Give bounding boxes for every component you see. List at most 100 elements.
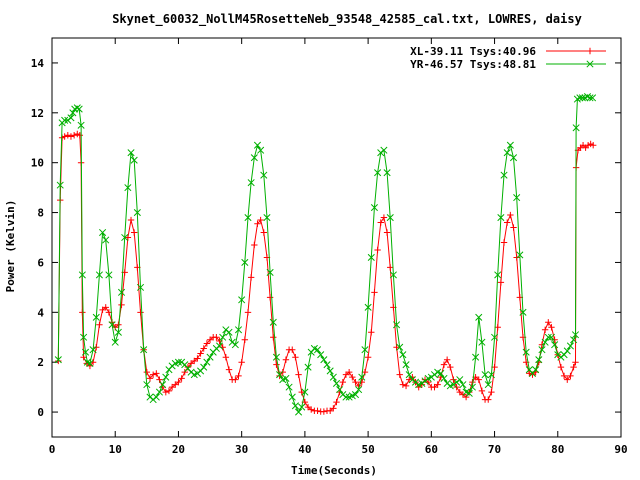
data-point-cross — [456, 376, 464, 384]
data-point-cross — [494, 271, 502, 279]
data-point-plus — [251, 241, 258, 249]
data-point-cross — [61, 116, 69, 124]
legend-marker — [586, 60, 594, 68]
data-point-cross — [351, 391, 360, 399]
data-point-cross — [396, 343, 404, 351]
data-point-cross — [571, 331, 580, 339]
data-point-plus — [572, 358, 579, 366]
data-point-plus — [64, 132, 72, 139]
data-point-plus — [273, 361, 280, 368]
data-point-plus — [358, 378, 365, 386]
data-point-plus — [244, 309, 252, 316]
data-point-cross — [152, 393, 160, 401]
data-point-cross — [329, 373, 337, 381]
data-point-cross — [380, 146, 388, 154]
data-point-plus — [149, 371, 157, 378]
data-point-cross — [266, 268, 274, 276]
data-point-cross — [342, 393, 350, 401]
data-point-cross — [67, 114, 75, 122]
data-point-cross — [206, 353, 214, 361]
data-point-plus — [225, 366, 233, 373]
data-point-cross — [570, 336, 578, 344]
data-point-cross — [393, 321, 401, 329]
data-point-cross — [215, 342, 224, 350]
data-point-cross — [522, 348, 530, 356]
data-point-plus — [80, 354, 87, 361]
data-point-plus — [393, 344, 400, 351]
data-point-cross — [219, 333, 227, 341]
data-point-cross — [244, 213, 252, 222]
data-point-cross — [253, 141, 262, 149]
x-tick-label: 0 — [49, 443, 56, 456]
data-point-plus — [254, 220, 261, 227]
data-point-plus — [61, 133, 68, 140]
data-point-cross — [127, 149, 135, 157]
data-point-plus — [330, 405, 337, 412]
data-point-plus — [475, 376, 482, 383]
data-point-cross — [162, 373, 170, 381]
data-point-cross — [250, 154, 258, 162]
x-tick-label: 60 — [425, 443, 438, 456]
data-point-cross — [257, 146, 265, 154]
data-point-cross — [383, 169, 391, 177]
data-point-plus — [548, 324, 555, 331]
data-point-plus — [213, 334, 220, 341]
data-point-cross — [367, 253, 375, 262]
data-point-cross — [465, 389, 473, 397]
data-point-plus — [500, 239, 508, 246]
data-point-plus — [266, 294, 274, 301]
data-point-cross — [399, 351, 407, 359]
series-1 — [55, 130, 597, 415]
x-tick-label: 50 — [361, 443, 374, 456]
data-point-cross — [437, 369, 445, 377]
x-tick-label: 90 — [614, 443, 627, 456]
data-point-cross — [532, 366, 540, 374]
data-point-cross — [143, 381, 151, 389]
data-point-plus — [488, 388, 495, 396]
data-point-cross — [99, 228, 107, 237]
data-point-plus — [564, 376, 571, 383]
data-point-plus — [127, 216, 135, 224]
data-point-cross — [478, 338, 486, 346]
chart-title: Skynet_60032_NollM45RosetteNeb_93548_425… — [112, 12, 582, 27]
data-point-cross — [402, 361, 410, 369]
data-point-plus — [339, 378, 347, 386]
data-point-cross — [159, 381, 167, 389]
data-point-plus — [402, 382, 410, 390]
data-point-cross — [92, 313, 100, 321]
data-point-plus — [396, 371, 403, 378]
x-tick-label: 70 — [488, 443, 501, 456]
data-point-plus — [308, 406, 315, 413]
data-point-cross — [541, 338, 549, 346]
data-point-cross — [203, 358, 211, 366]
data-point-cross — [468, 383, 476, 391]
data-point-cross — [332, 379, 341, 387]
data-point-plus — [137, 309, 144, 316]
data-point-cross — [231, 341, 239, 349]
legend-label: XL-39.11 Tsys:40.96 — [410, 45, 536, 58]
data-point-plus — [235, 372, 242, 380]
data-point-plus — [102, 304, 109, 311]
data-point-plus — [298, 388, 305, 396]
data-point-cross — [234, 326, 243, 334]
data-point-cross — [374, 169, 382, 177]
data-point-cross — [497, 213, 505, 222]
data-point-plus — [146, 375, 154, 382]
data-point-cross — [133, 209, 141, 217]
data-point-cross — [86, 359, 94, 367]
data-point-cross — [80, 333, 88, 341]
data-point-cross — [336, 386, 344, 394]
data-point-cross — [241, 258, 249, 266]
data-point-cross — [276, 371, 284, 379]
data-point-cross — [124, 184, 132, 192]
data-point-plus — [526, 370, 533, 377]
data-point-plus — [118, 301, 125, 309]
data-point-cross — [323, 361, 331, 369]
data-point-cross — [54, 356, 62, 364]
data-point-plus — [181, 368, 188, 376]
data-point-plus — [282, 356, 290, 363]
data-point-cross — [114, 328, 122, 336]
data-point-plus — [570, 363, 577, 371]
plot-series — [54, 93, 597, 416]
data-point-plus — [478, 387, 486, 395]
